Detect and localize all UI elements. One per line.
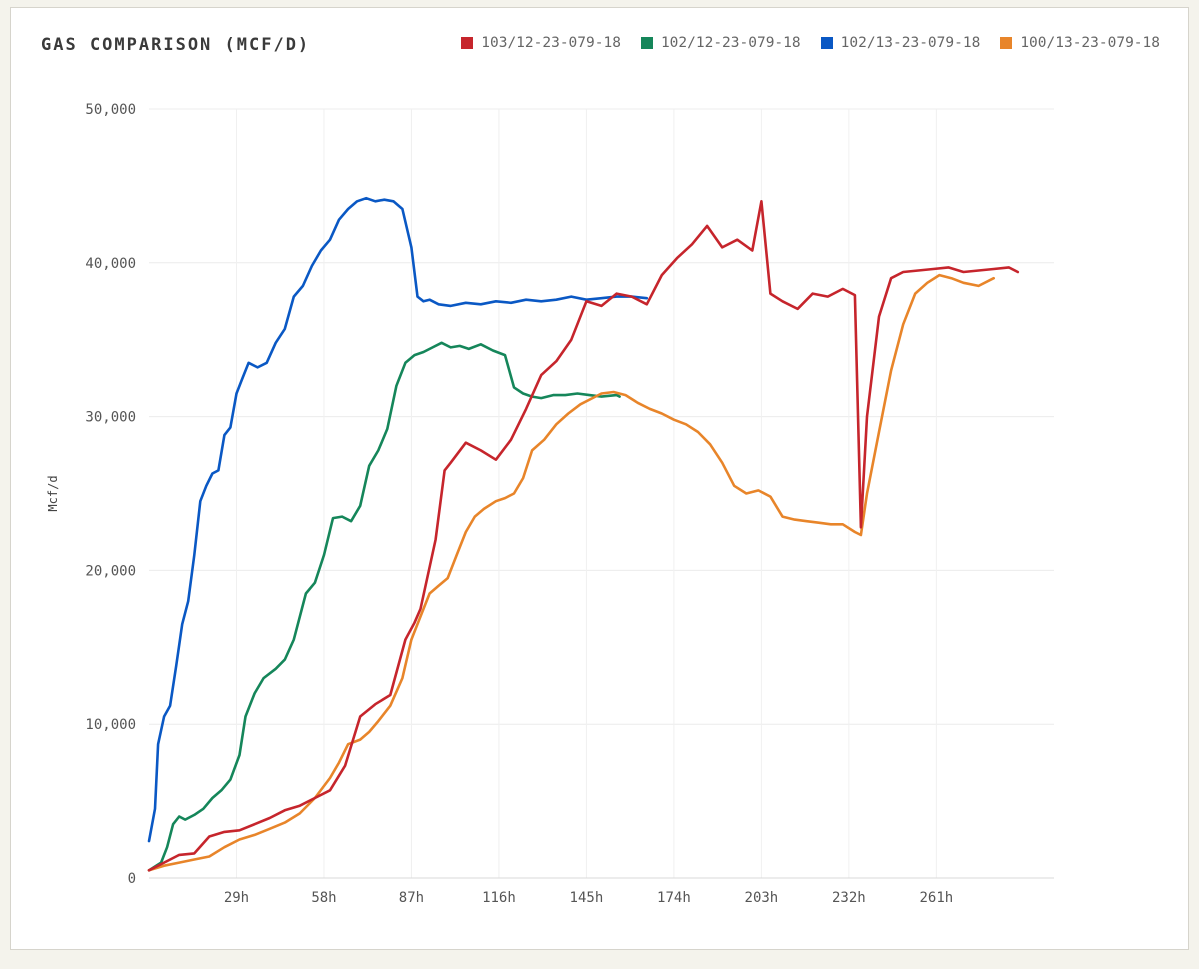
x-tick-label-7: 232h [832, 890, 866, 906]
y-tick-label-1: 10,000 [85, 717, 136, 733]
series-line-1[interactable] [147, 341, 621, 872]
y-tick-label-2: 20,000 [85, 563, 136, 579]
legend-label-1: 102/12-23-079-18 [660, 35, 801, 51]
series-line-0[interactable] [147, 200, 1020, 872]
y-tick-label-0: 0 [128, 871, 136, 887]
x-tick-label-6: 203h [745, 890, 779, 906]
legend-swatch-0 [461, 37, 474, 49]
legend-swatch-1 [640, 37, 653, 49]
x-tick-label-0: 29h [224, 890, 249, 906]
legend-item-1[interactable]: 102/12-23-079-18 [640, 35, 801, 51]
x-tick-label-2: 87h [399, 890, 424, 906]
x-tick-label-8: 261h [919, 890, 953, 906]
legend-label-3: 100/13-23-079-18 [1020, 35, 1160, 51]
x-tick-label-3: 116h [482, 890, 516, 906]
chart-title: GAS COMPARISON (MCF/D) [41, 35, 311, 55]
y-axis-title: Mcf/d [46, 475, 60, 511]
legend-item-3[interactable]: 100/13-23-079-18 [1000, 35, 1160, 51]
legend-swatch-2 [820, 37, 833, 49]
y-tick-label-4: 40,000 [85, 256, 136, 272]
x-tick-label-1: 58h [311, 890, 336, 906]
legend-label-2: 102/13-23-079-18 [840, 35, 981, 51]
legend-item-0[interactable]: 103/12-23-079-18 [461, 35, 621, 51]
y-tick-label-5: 50,000 [85, 102, 136, 118]
legend-swatch-3 [1000, 37, 1013, 49]
x-tick-label-5: 174h [657, 890, 691, 906]
series-line-3[interactable] [147, 273, 996, 872]
line-chart-plot[interactable]: 0 10,000 20,000 30,000 40,000 50,000 29h 58h 87h… [11, 8, 1188, 949]
y-tick-label-3: 30,000 [85, 410, 136, 426]
legend: 103/12-23-079-18 102/12-23-079-18 102/13… [461, 35, 1160, 51]
legend-item-2[interactable]: 102/13-23-079-18 [820, 35, 981, 51]
chart-card: GAS COMPARISON (MCF/D) 103/12-23-079-18 … [10, 7, 1189, 950]
x-tick-label-4: 145h [570, 890, 604, 906]
series-line-2[interactable] [147, 196, 649, 843]
legend-label-0: 103/12-23-079-18 [481, 35, 621, 51]
